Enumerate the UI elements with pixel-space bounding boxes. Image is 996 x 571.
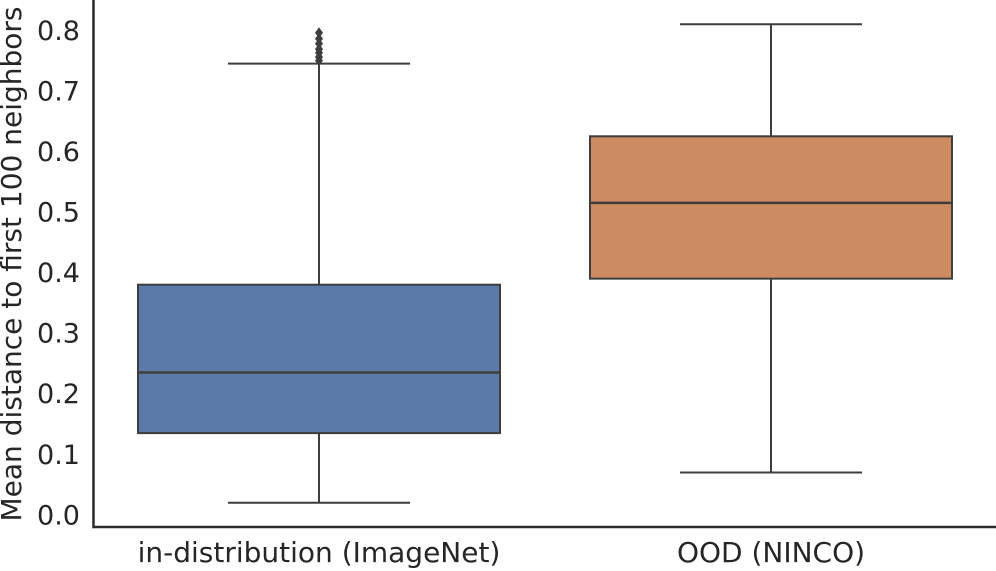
boxes-layer bbox=[137, 23, 953, 504]
y-tick-label: 0.3 bbox=[37, 319, 80, 350]
outlier-point bbox=[315, 33, 323, 45]
y-tick-label: 0.2 bbox=[37, 379, 80, 410]
y-tick-label: 0.8 bbox=[37, 16, 80, 47]
axes-layer: 0.0 0.1 0.2 0.3 0.4 0.5 0.6 0.7 0.8 in-distributi… bbox=[37, 0, 996, 569]
y-tick-label: 0.7 bbox=[37, 76, 80, 107]
outlier-point bbox=[315, 27, 323, 39]
x-tick-label-in-distribution-imagenet: in-distribution (ImageNet) bbox=[138, 536, 501, 569]
x-tick-label-ood-ninco: OOD (NINCO) bbox=[677, 536, 865, 569]
y-tick-label: 0.0 bbox=[37, 500, 80, 531]
box-ood-ninco bbox=[589, 23, 953, 474]
y-tick-label: 0.5 bbox=[37, 198, 80, 229]
y-axis-title: Mean distance to first 100 neighbors bbox=[0, 7, 28, 522]
iqr-box bbox=[589, 135, 953, 280]
iqr-box bbox=[137, 283, 501, 435]
y-tick-label: 0.4 bbox=[37, 258, 80, 289]
y-tick-label: 0.1 bbox=[37, 440, 80, 471]
y-tick-label: 0.6 bbox=[37, 137, 80, 168]
box-in-distribution-imagenet bbox=[137, 27, 501, 504]
